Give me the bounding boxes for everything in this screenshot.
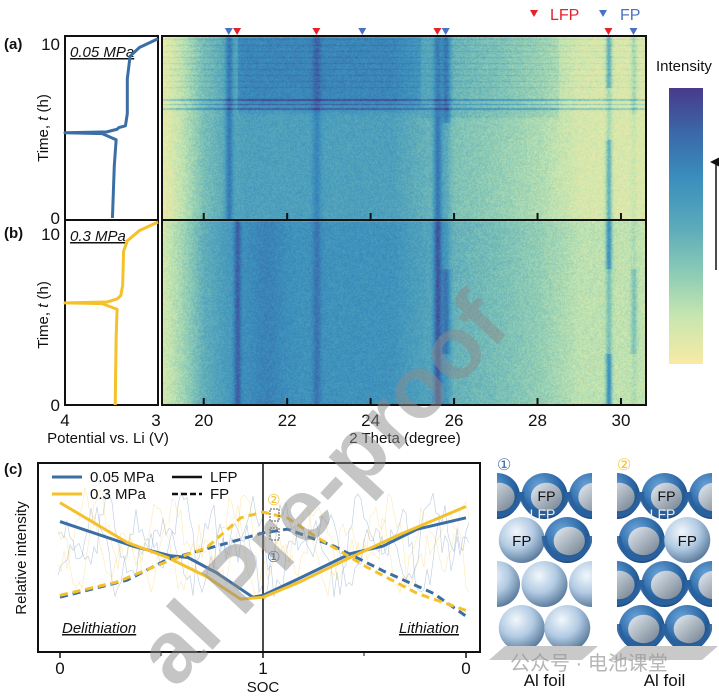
lfp-peak-marker	[312, 28, 320, 35]
y-tick-label: 10	[41, 225, 60, 244]
potential-curve	[65, 222, 158, 405]
potential-panel-b: 0.3 MPa 10 0 Time, t (h) 4 3 Potential v…	[35, 220, 169, 447]
pressure-label: 0.3 MPa	[70, 228, 126, 245]
legend-label: 0.05 MPa	[90, 469, 155, 486]
fp-label: FP	[678, 533, 697, 550]
y-axis-label: Time, t (h)	[35, 94, 52, 162]
fp-core	[651, 571, 682, 600]
colorbar-label: Intensity	[656, 58, 712, 75]
lfp-peak-marker	[433, 28, 441, 35]
fp-core	[603, 483, 634, 512]
fp-label: FP	[512, 533, 531, 550]
panel-label-c: (c)	[4, 461, 22, 478]
panel-label-a: (a)	[4, 36, 22, 53]
colorbar	[669, 88, 703, 364]
core-label: FP	[658, 488, 676, 504]
x-axis-label: Potential vs. Li (V)	[47, 430, 169, 447]
fp-peak-marker	[358, 28, 366, 35]
pressure-label: 0.05 MPa	[70, 44, 134, 61]
legend-label: FP	[210, 486, 229, 503]
legend-label: LFP	[210, 469, 238, 486]
particle-column: FP	[594, 473, 719, 651]
schematic-marker-1: ①	[497, 457, 511, 474]
lfp-legend-marker	[530, 10, 538, 17]
core-label: FP	[538, 488, 556, 504]
y-tick-label: 0	[51, 396, 60, 415]
x-axis-label: SOC	[247, 679, 280, 696]
plot-frame	[65, 220, 158, 405]
x-tick-label: 0	[55, 659, 64, 678]
x-tick-label: 22	[278, 411, 297, 430]
lfp-peak-marker	[233, 28, 241, 35]
fp-legend-marker	[599, 10, 607, 17]
x-tick-label: 20	[194, 411, 213, 430]
lfp-peak-marker	[604, 28, 612, 35]
lithiation-label: Lithiation	[399, 620, 459, 637]
fp-core	[628, 527, 659, 556]
fp-core	[628, 615, 659, 644]
fp-core	[554, 527, 585, 556]
fp-particle	[522, 561, 568, 607]
fp-particle	[544, 605, 590, 651]
fp-core	[603, 571, 634, 600]
fp-peak-marker	[225, 28, 233, 35]
panel-label-b: (b)	[4, 225, 23, 242]
x-tick-label: 3	[151, 411, 160, 430]
fp-core	[578, 483, 609, 512]
shell-label: LFP	[650, 506, 676, 522]
preproof-watermark: al Pre-proof	[116, 274, 526, 696]
lfp-legend-label: LFP	[550, 7, 579, 24]
y-tick-label: 10	[41, 35, 60, 54]
plot-frame	[65, 36, 158, 220]
fp-particle	[499, 605, 545, 651]
x-tick-label: 4	[60, 411, 69, 430]
x-tick-label: 0	[461, 659, 470, 678]
shell-label: LFP	[530, 506, 556, 522]
y-axis-label: Relative intensity	[13, 501, 30, 615]
potential-panel-a: 0.05 MPa 10 0 Time, t (h)	[35, 35, 158, 228]
legend-label: 0.3 MPa	[90, 486, 147, 503]
y-axis-label: Time, t (h)	[35, 281, 52, 349]
fp-peak-marker	[629, 28, 637, 35]
x-tick-label: 28	[528, 411, 547, 430]
fp-peak-marker	[442, 28, 450, 35]
fp-particle	[569, 561, 615, 607]
x-tick-label: 30	[612, 411, 631, 430]
schematic-marker-2: ②	[617, 457, 631, 474]
potential-curve	[65, 39, 158, 218]
wechat-watermark: 公众号 · 电池课堂	[510, 652, 668, 675]
fp-core	[674, 615, 705, 644]
fp-core	[483, 483, 514, 512]
fp-legend-label: FP	[620, 7, 640, 24]
x-tick-label: 1	[258, 659, 267, 678]
